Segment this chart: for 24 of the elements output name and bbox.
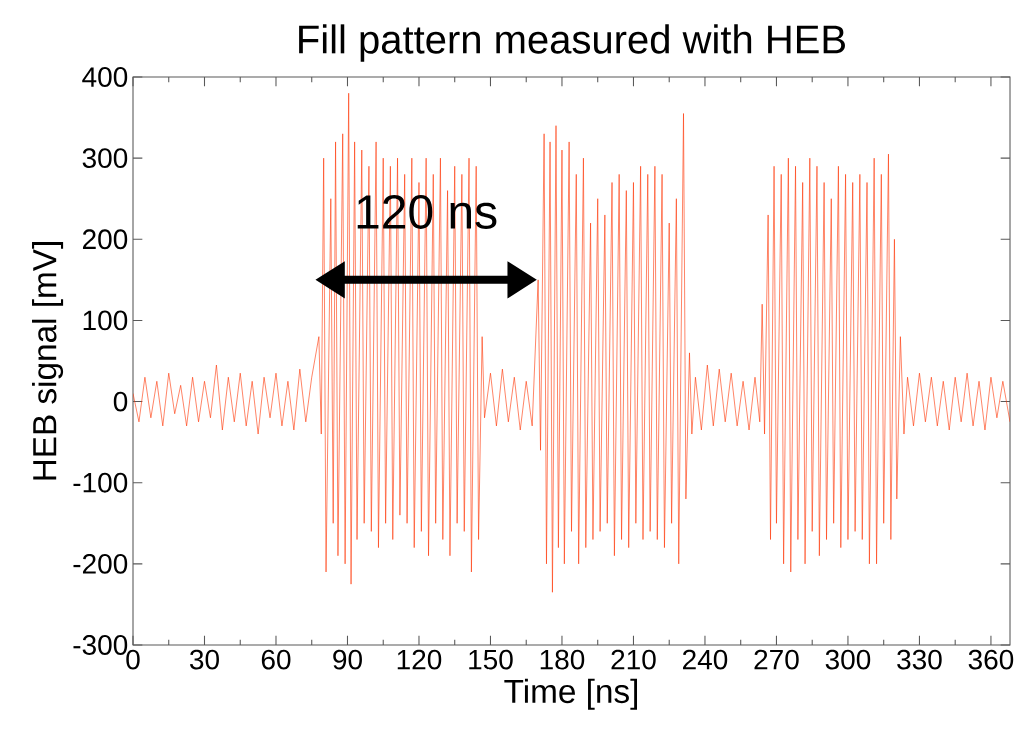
y-tick-label: -100 [73,472,128,493]
y-tick-label: 400 [82,67,128,87]
x-tick-label: 240 [683,649,728,670]
y-tick-label: 200 [82,229,128,250]
x-tick-label: 270 [754,649,799,670]
x-tick-label: 90 [333,649,362,670]
y-tick-label: 300 [82,148,128,169]
x-tick-label: 360 [968,649,1014,670]
y-axis-title: HEB signal [mV] [32,242,64,480]
x-tick-label: 330 [897,649,942,670]
y-tick-label: 100 [83,310,128,331]
x-tick-label: 60 [261,649,291,670]
chart-title: Fill pattern measured with HEB [299,24,845,62]
y-tick-label: -300 [73,635,128,655]
line-series [133,92,1011,593]
x-tick-label: 120 [397,649,442,670]
y-tick-label: -200 [73,553,128,574]
x-axis-title: Time [ns] [504,678,637,710]
y-tick-label: 0 [113,391,128,412]
x-tick-label: 180 [540,649,585,670]
x-tick-label: 210 [611,649,656,670]
x-tick-label: 30 [189,649,219,670]
x-tick-label: 300 [825,649,871,670]
x-tick-label: 150 [469,649,513,670]
